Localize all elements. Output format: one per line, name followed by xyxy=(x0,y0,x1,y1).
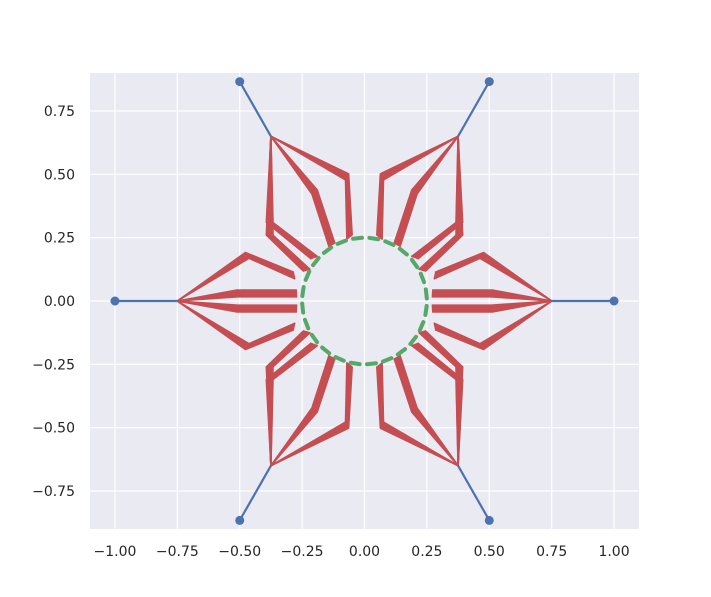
red-fan-edge xyxy=(270,362,348,467)
green-ring-segment xyxy=(409,257,420,270)
green-ring-segment xyxy=(311,256,321,268)
red-fan-edge xyxy=(424,136,464,273)
blue-outer-point xyxy=(235,77,245,87)
green-ring-segment xyxy=(423,303,429,317)
red-fan-edge xyxy=(176,300,296,345)
red-fan-edge xyxy=(418,331,459,466)
x-tick-label: −0.25 xyxy=(281,544,324,560)
blue-outer-points xyxy=(110,77,619,525)
red-fan-edge xyxy=(176,251,295,302)
blue-spoke-line xyxy=(457,465,491,521)
green-ring-segment xyxy=(381,356,394,364)
y-tick-label: 0.50 xyxy=(44,167,75,183)
red-fan-edge xyxy=(399,135,459,248)
x-tick-label: 1.00 xyxy=(598,544,629,560)
x-tick-label: 0.75 xyxy=(536,544,567,560)
x-tick-label: 0.25 xyxy=(411,544,442,560)
green-inner-ring xyxy=(300,235,429,367)
red-fan-edge xyxy=(265,329,305,466)
gridlines xyxy=(90,73,639,529)
green-ring-segment xyxy=(418,271,427,285)
green-ring-segment xyxy=(300,301,306,315)
blue-spoke-line xyxy=(457,81,491,137)
green-ring-segment xyxy=(309,332,320,345)
y-tick-label: −0.75 xyxy=(32,484,75,500)
green-ring-segment xyxy=(302,317,311,331)
y-tick-label: 0.75 xyxy=(44,104,75,120)
red-fan-edge xyxy=(270,136,311,271)
blue-outer-point xyxy=(235,515,245,525)
green-ring-segment xyxy=(300,285,306,299)
green-ring-segment xyxy=(423,287,429,301)
red-fan-edge xyxy=(393,358,459,467)
blue-outer-point xyxy=(110,296,120,306)
x-tick-label: 0.50 xyxy=(474,544,505,560)
green-ring-segment xyxy=(333,355,346,363)
red-fan-edge xyxy=(432,300,552,313)
green-ring-segment xyxy=(397,246,409,257)
blue-spoke-lines xyxy=(114,81,615,521)
blue-spoke-line xyxy=(238,465,272,521)
green-ring-segment xyxy=(417,320,426,333)
y-tick-label: 0.25 xyxy=(44,231,75,247)
red-fan-edge xyxy=(376,366,459,467)
red-fan-edge xyxy=(381,135,459,240)
green-ring-segment xyxy=(395,347,408,357)
red-fan-edge xyxy=(177,300,298,307)
red-fan-edge xyxy=(270,135,353,236)
x-tick-label: 0.00 xyxy=(349,544,380,560)
green-ring-segment xyxy=(321,245,334,255)
green-ring-segment xyxy=(351,235,365,241)
green-ring-segment xyxy=(303,269,312,282)
green-ring-segment xyxy=(408,334,418,346)
red-fan-edge xyxy=(270,135,336,244)
y-tick-label: 0.00 xyxy=(44,294,75,310)
green-ring-segment xyxy=(383,239,396,247)
red-fan-edge xyxy=(270,354,330,467)
blue-outer-point xyxy=(484,77,494,87)
blue-outer-point xyxy=(609,296,619,306)
y-tick-labels: 0.75 0.50 0.25 0.00 −0.25 −0.50 −0.75 xyxy=(32,104,75,500)
red-fan-edge xyxy=(431,295,552,302)
red-fan-edge xyxy=(434,300,553,351)
blue-outer-point xyxy=(484,515,494,525)
x-tick-labels: −1.00 −0.75 −0.50 −0.25 0.00 0.25 0.50 0.75 1.00 xyxy=(94,544,630,560)
green-ring-segment xyxy=(335,238,348,246)
green-ring-segment xyxy=(348,360,362,367)
green-ring-segment xyxy=(367,235,381,242)
y-tick-label: −0.25 xyxy=(32,357,75,373)
x-tick-label: −0.50 xyxy=(218,544,261,560)
x-tick-label: −0.75 xyxy=(156,544,199,560)
y-tick-label: −0.50 xyxy=(32,421,75,437)
green-ring-segment xyxy=(320,345,332,356)
red-fan-edges xyxy=(176,135,553,467)
red-fan-edge xyxy=(433,257,553,302)
blue-spoke-line xyxy=(238,81,272,137)
red-fan-edge xyxy=(177,289,297,302)
green-ring-segment xyxy=(364,361,378,367)
x-tick-label: −1.00 xyxy=(94,544,137,560)
